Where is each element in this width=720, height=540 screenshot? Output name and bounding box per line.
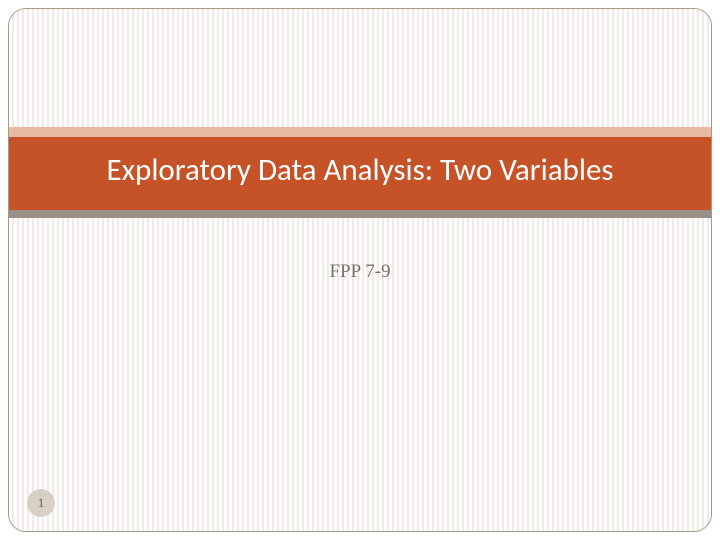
slide-container: Exploratory Data Analysis: Two Variables…	[8, 8, 712, 532]
title-band: Exploratory Data Analysis: Two Variables	[9, 127, 711, 218]
slide-subtitle: FPP 7-9	[9, 261, 711, 283]
slide-title: Exploratory Data Analysis: Two Variables	[29, 151, 691, 190]
page-number-text: 1	[38, 495, 45, 511]
band-bottom-accent	[9, 210, 711, 218]
page-number-badge: 1	[27, 489, 55, 517]
band-top-accent	[9, 127, 711, 137]
band-main: Exploratory Data Analysis: Two Variables	[9, 137, 711, 210]
